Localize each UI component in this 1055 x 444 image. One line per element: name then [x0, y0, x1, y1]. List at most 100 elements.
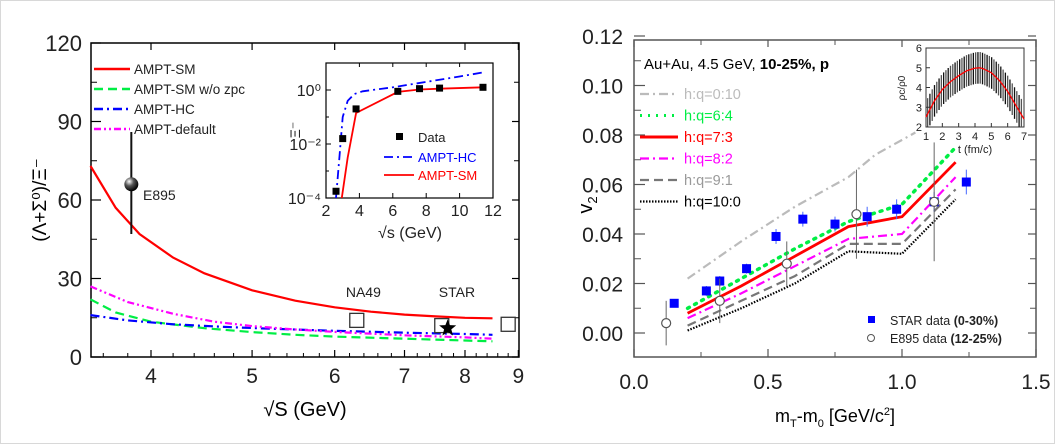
star-data-point [798, 214, 808, 224]
inset-y-tick-label: 10⁻⁴ [288, 191, 321, 208]
star-data-point [701, 286, 711, 296]
right-series-h-q-7-3 [686, 161, 957, 315]
star-data-point [862, 212, 872, 222]
inset-x-tick-label: 12 [484, 203, 502, 220]
inset-legend-data-marker [396, 133, 403, 140]
e895-data-point [929, 196, 940, 207]
left-points-group: E895 NA49 STAR [124, 131, 516, 336]
right-inset-x-tick-label: 2 [939, 131, 945, 143]
inset-data-point [416, 85, 424, 93]
inset-data-point [339, 135, 347, 143]
right-x-tick-label: 1.5 [1021, 371, 1050, 394]
right-legend-label-h-q-6-4: h:q=6:4 [684, 109, 733, 125]
legend-label-ampt-sm-w-o-zpc: AMPT-SM w/o zpc [134, 82, 245, 97]
legend-label-ampt-hc: AMPT-HC [134, 102, 195, 117]
right-x-tick-label: 0.0 [619, 371, 648, 394]
right-legend-label-h-q-10-0: h:q=10:0 [684, 195, 741, 211]
star-data-point [961, 177, 971, 187]
inset-data-point [394, 87, 402, 95]
right-y-tick-label: 0.04 [582, 224, 623, 247]
left-series-ampt-sm-w-o-zpc [89, 298, 493, 343]
left-legend: AMPT-SM AMPT-SM w/o zpc AMPT-HC AMPT-defaul… [94, 62, 245, 137]
right-series-h-q-9-1 [687, 188, 957, 327]
right-series-group [685, 131, 958, 332]
left-y-tick-label: 30 [58, 267, 82, 292]
left-y-tick-label: 60 [58, 188, 82, 213]
left-x-tick-label: 6 [329, 365, 341, 388]
right-inset-y-tick-label: 5 [916, 63, 922, 75]
right-y-tick-label: 0.06 [582, 175, 623, 198]
right-y-tick-label: 0.00 [582, 323, 623, 346]
right-inset-x-tick-label: 5 [988, 131, 994, 143]
right-series-h-q-10-0 [687, 198, 957, 332]
e895-data-point [661, 318, 672, 329]
open-square-point-na49 [349, 312, 365, 329]
right-inset-x-tick-label: 6 [1005, 131, 1011, 143]
inset-x-tick-label: 8 [422, 203, 431, 220]
inset-x-tick-label: 2 [322, 203, 331, 220]
right-x-tick-label: 0.5 [753, 371, 782, 394]
legend-star-data-label: STAR data (0-30%) [890, 314, 998, 328]
star-data-point [669, 298, 679, 308]
legend-centrality: (0-30%) [954, 314, 998, 328]
right-axis-ticks: 0.0 0.5 1.0 1.5 0.00 0.02 0.04 0.06 0.08 0.10 0.12 [582, 26, 1050, 394]
e895-data-point [781, 258, 792, 269]
inset-legend-sm-label: AMPT-SM [418, 168, 477, 183]
right-legend-label-h-q-9-1: h:q=9:1 [684, 173, 733, 189]
right-annotation: Au+Au, 4.5 GeV, 10-25%, p [644, 56, 829, 73]
inset-y-tick-label: 10⁰ [297, 83, 321, 100]
legend-name: E895 data [890, 332, 950, 346]
right-y-tick-label: 0.08 [582, 125, 623, 148]
left-x-tick-label: 4 [145, 365, 157, 388]
legend-label-ampt-default: AMPT-default [134, 122, 216, 137]
left-series-ampt-hc [90, 314, 493, 336]
inset-x-tick-label: 6 [388, 203, 397, 220]
legend-e895-data-label: E895 data (12-25%) [890, 332, 1002, 346]
legend-e895-marker [867, 334, 875, 342]
star-data-point [892, 204, 902, 214]
inset-data-point [332, 187, 340, 195]
right-inset-frame [925, 47, 1025, 128]
legend-name: STAR data [890, 314, 954, 328]
right-y-tick-label: 0.10 [582, 76, 623, 99]
inset-x-axis-label: √s (GeV) [378, 225, 442, 242]
inset-legend-hc-label: AMPT-HC [418, 150, 477, 165]
right-scatter-group [661, 142, 971, 346]
annotation-plain: Au+Au, 4.5 GeV, [644, 56, 760, 73]
right-legend-label-h-q-8-2: h:q=8:2 [684, 152, 733, 168]
e895-point [124, 177, 139, 192]
left-series-ampt-default [90, 285, 493, 340]
right-inset-y-tick-label: 6 [916, 43, 922, 55]
e895-data-point [851, 209, 862, 220]
right-inset-y-tick-label: 4 [916, 83, 922, 95]
left-y-axis-label: (Λ+Σ⁰)/Ξ⁻ [30, 158, 51, 241]
inset-data-point [352, 105, 360, 113]
right-y-tick-label: 0.12 [582, 26, 623, 49]
left-x-tick-label: 5 [246, 365, 258, 388]
right-y-axis-label: v2 [575, 196, 600, 213]
legend-star-marker [868, 316, 875, 323]
left-inset-chart: 2 4 6 8 10 12 10⁻⁴ 10⁻² 10⁰ √s (GeV) Ξ⁻ Data AMPT-HC… [287, 62, 502, 242]
point-label-e895: E895 [143, 187, 176, 203]
star-data-point [771, 231, 781, 241]
star-point [439, 319, 457, 336]
star-data-point [830, 219, 840, 229]
point-label-na49: NA49 [346, 284, 381, 300]
open-square-point-extra [500, 316, 516, 332]
right-inset-x-tick-label: 3 [956, 131, 962, 143]
right-inset-x-tick-label: 7 [1021, 131, 1027, 143]
inset-data-point [436, 84, 444, 92]
left-y-tick-label: 0 [70, 345, 82, 370]
left-series-ampt-sm [89, 165, 493, 320]
inset-y-tick-label: 10⁻² [289, 137, 321, 154]
left-x-axis-label: √S (GeV) [263, 399, 346, 421]
right-legend-label-h-q-0-10: h:q=0:10 [684, 87, 741, 103]
right-scatter-legend: STAR data (0-30%) E895 data (12-25%) [867, 314, 1002, 346]
left-y-tick-label: 120 [45, 31, 82, 56]
star-data-point [742, 264, 752, 274]
right-inset-x-tick-label: 4 [972, 131, 978, 143]
